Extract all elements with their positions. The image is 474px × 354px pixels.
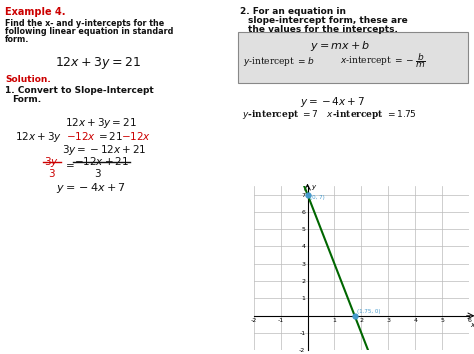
Text: $y=mx+b$: $y=mx+b$ <box>310 39 370 53</box>
Text: form.: form. <box>5 35 29 44</box>
Text: $y$-intercept $= 7$   $x$-intercept $= 1.75$: $y$-intercept $= 7$ $x$-intercept $= 1.7… <box>242 108 417 121</box>
Text: Example 4.: Example 4. <box>5 7 65 17</box>
Text: $3y=-12x+21$: $3y=-12x+21$ <box>62 143 146 157</box>
Text: x: x <box>470 322 474 328</box>
Text: following linear equation in standard: following linear equation in standard <box>5 27 173 36</box>
Text: $x$-intercept $= -\dfrac{b}{m}$: $x$-intercept $= -\dfrac{b}{m}$ <box>340 51 426 70</box>
Text: $12x+3y$: $12x+3y$ <box>15 130 62 144</box>
Text: (1.75, 0): (1.75, 0) <box>357 309 380 314</box>
Text: $3y$: $3y$ <box>44 155 59 169</box>
Text: $-12x+21$: $-12x+21$ <box>74 155 129 167</box>
Text: $12x+3y=21$: $12x+3y=21$ <box>55 55 141 71</box>
Text: $y=-4x+7$: $y=-4x+7$ <box>56 181 126 195</box>
Text: $y$-intercept $= b$: $y$-intercept $= b$ <box>243 55 314 68</box>
Text: $-12x$: $-12x$ <box>66 130 96 142</box>
Text: slope-intercept form, these are: slope-intercept form, these are <box>248 16 408 25</box>
Text: $3$: $3$ <box>48 167 56 179</box>
Text: Solution.: Solution. <box>5 75 51 84</box>
Text: 2. For an equation in: 2. For an equation in <box>240 7 346 16</box>
Text: Form.: Form. <box>12 95 41 104</box>
FancyBboxPatch shape <box>238 32 468 83</box>
Text: $y=-4x+7$: $y=-4x+7$ <box>300 95 365 109</box>
Text: $3$: $3$ <box>94 167 102 179</box>
Text: $-12x$: $-12x$ <box>121 130 151 142</box>
Text: $=$: $=$ <box>63 160 74 169</box>
Text: the values for the intercepts.: the values for the intercepts. <box>248 25 398 34</box>
Text: (0, 7): (0, 7) <box>310 195 325 200</box>
Text: y: y <box>311 184 315 190</box>
Text: Find the x- and y-intercepts for the: Find the x- and y-intercepts for the <box>5 19 164 28</box>
Text: $12x+3y=21$: $12x+3y=21$ <box>65 116 137 130</box>
Text: $=21$: $=21$ <box>96 130 123 142</box>
Text: 1. Convert to Slope-Intercept: 1. Convert to Slope-Intercept <box>5 86 154 95</box>
